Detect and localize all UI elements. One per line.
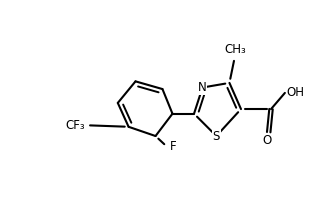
Text: O: O	[262, 135, 272, 148]
Text: N: N	[198, 81, 207, 94]
Text: S: S	[213, 130, 220, 143]
Text: F: F	[170, 140, 176, 153]
Text: CF₃: CF₃	[65, 119, 85, 132]
Text: OH: OH	[287, 86, 304, 99]
Text: CH₃: CH₃	[224, 43, 246, 56]
